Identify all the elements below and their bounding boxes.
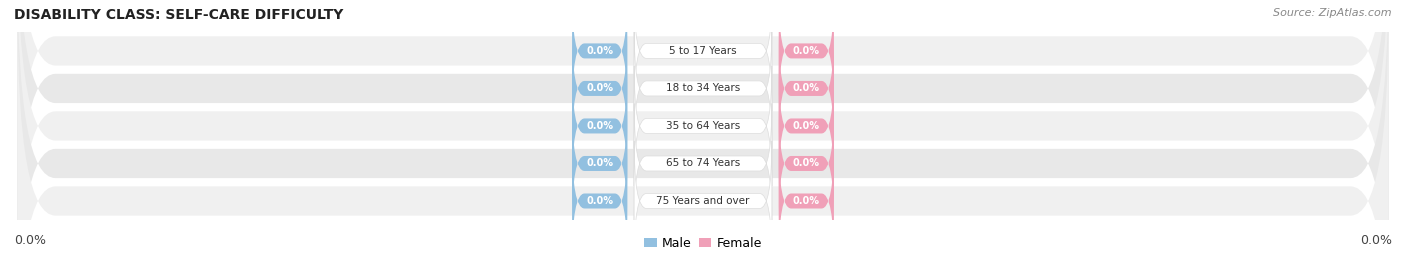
Text: DISABILITY CLASS: SELF-CARE DIFFICULTY: DISABILITY CLASS: SELF-CARE DIFFICULTY [14,8,343,22]
FancyBboxPatch shape [572,0,627,111]
Text: 0.0%: 0.0% [1360,233,1392,247]
FancyBboxPatch shape [17,0,1389,268]
FancyBboxPatch shape [634,103,772,224]
FancyBboxPatch shape [17,9,1389,268]
Text: 0.0%: 0.0% [793,121,820,131]
FancyBboxPatch shape [779,28,834,148]
FancyBboxPatch shape [572,103,627,224]
FancyBboxPatch shape [634,141,772,261]
Text: 65 to 74 Years: 65 to 74 Years [666,158,740,169]
FancyBboxPatch shape [572,141,627,261]
FancyBboxPatch shape [17,0,1389,268]
FancyBboxPatch shape [634,66,772,186]
FancyBboxPatch shape [572,66,627,186]
FancyBboxPatch shape [634,0,772,111]
FancyBboxPatch shape [17,0,1389,268]
Text: 0.0%: 0.0% [793,158,820,169]
Text: 0.0%: 0.0% [793,83,820,94]
Text: 35 to 64 Years: 35 to 64 Years [666,121,740,131]
FancyBboxPatch shape [779,141,834,261]
Text: 0.0%: 0.0% [14,233,46,247]
Text: Source: ZipAtlas.com: Source: ZipAtlas.com [1274,8,1392,18]
FancyBboxPatch shape [634,28,772,148]
FancyBboxPatch shape [779,0,834,111]
Text: 5 to 17 Years: 5 to 17 Years [669,46,737,56]
FancyBboxPatch shape [17,0,1389,243]
Text: 0.0%: 0.0% [586,83,613,94]
Text: 0.0%: 0.0% [586,158,613,169]
Text: 0.0%: 0.0% [586,196,613,206]
Text: 0.0%: 0.0% [586,46,613,56]
FancyBboxPatch shape [779,103,834,224]
Text: 75 Years and over: 75 Years and over [657,196,749,206]
Text: 0.0%: 0.0% [586,121,613,131]
Legend: Male, Female: Male, Female [640,232,766,255]
Text: 0.0%: 0.0% [793,46,820,56]
Text: 0.0%: 0.0% [793,196,820,206]
FancyBboxPatch shape [572,28,627,148]
Text: 18 to 34 Years: 18 to 34 Years [666,83,740,94]
FancyBboxPatch shape [779,66,834,186]
